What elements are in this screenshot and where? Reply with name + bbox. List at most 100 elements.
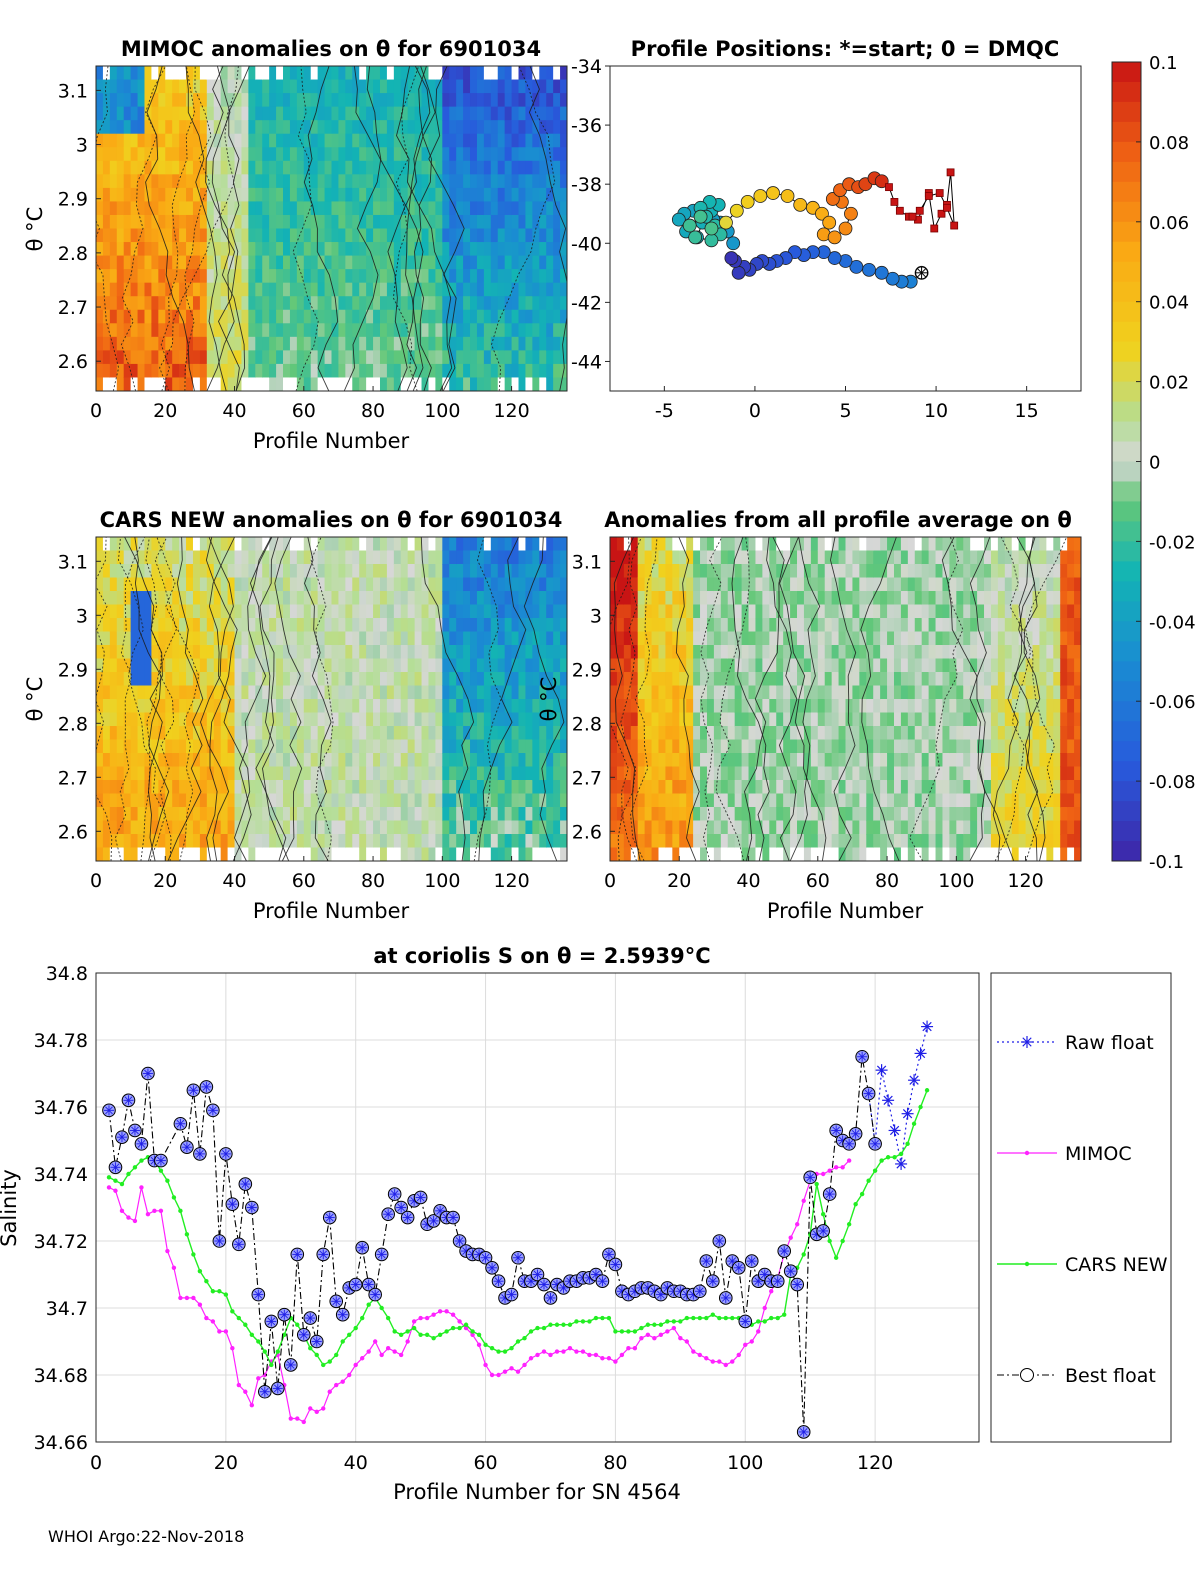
cars-heatmap-cell: [199, 699, 208, 714]
cars-heatmap-cell: [331, 753, 340, 768]
allavg-heatmap-cell: [616, 577, 625, 592]
allavg-heatmap-cell: [845, 591, 854, 606]
cars-heatmap-cell: [359, 645, 367, 660]
cars-heatmap-cell: [220, 807, 229, 822]
mimoc-heatmap-cell: [345, 296, 353, 311]
allavg-heatmap-cell: [783, 766, 791, 781]
cars-heatmap-cell: [511, 591, 520, 606]
allavg-heatmap-cell: [644, 726, 653, 741]
allavg-heatmap-cell: [880, 577, 888, 592]
allavg-heatmap-cell: [755, 631, 763, 646]
cars-heatmap-cell: [137, 591, 146, 606]
allavg-heatmap-cell: [741, 618, 750, 633]
allavg-heatmap-cell: [817, 564, 826, 579]
cars-heatmap-cell: [116, 672, 125, 687]
mimoc-heatmap-cell: [248, 242, 256, 257]
cars-heatmap-cell: [317, 807, 326, 822]
allavg-heatmap-cell: [956, 753, 964, 768]
allavg-heatmap-cell: [956, 672, 964, 687]
cars-heatmap-cell: [386, 766, 395, 781]
allavg-heatmap-cell: [852, 685, 860, 700]
allavg-heatmap-cell: [700, 685, 708, 700]
mimoc-heatmap-cell: [483, 147, 492, 162]
cars-heatmap-cell: [345, 807, 353, 822]
mimoc-heatmap-cell: [213, 66, 222, 81]
mimoc-heatmap-cell: [497, 309, 506, 324]
cars-heatmap-cell: [407, 793, 416, 808]
allavg-heatmap-cell: [700, 834, 708, 849]
allavg-heatmap-cell: [720, 604, 729, 619]
allavg-heatmap-cell: [845, 658, 854, 673]
cars-heatmap-cell: [421, 766, 430, 781]
allavg-heatmap-cell: [748, 658, 757, 673]
allavg-heatmap-cell: [970, 753, 978, 768]
mimoc-heatmap-cell: [130, 309, 139, 324]
mimoc-heatmap-cell: [546, 147, 554, 162]
allavg-heatmap-cell: [776, 672, 784, 687]
cars-heatmap-cell: [546, 780, 554, 795]
mimoc-heatmap-cell: [296, 214, 305, 230]
allavg-heatmap-cell: [810, 604, 819, 619]
mimoc-heatmap-cell: [400, 242, 409, 257]
cars-heatmap-cell: [359, 685, 367, 700]
mimoc-heatmap-cell: [310, 363, 319, 379]
allavg-heatmap-cell: [873, 766, 881, 781]
allavg-heatmap-cell: [610, 577, 618, 592]
mimoc-heatmap-cell: [130, 228, 139, 243]
cars-heatmap-cell: [421, 658, 430, 673]
cars-heatmap-cell: [407, 847, 416, 861]
cars-heatmap-cell: [317, 847, 326, 861]
allavg-heatmap-cell: [935, 685, 944, 700]
cars-heatmap-cell: [289, 577, 298, 592]
mimoc-contours: [96, 66, 567, 391]
mimoc-heatmap-cell: [511, 133, 520, 148]
allavg-heatmap-cell: [921, 672, 930, 687]
cars-heatmap-cell: [102, 618, 111, 633]
mimoc-heatmap-cell: [359, 187, 367, 203]
cars-heatmap-cell: [303, 793, 312, 808]
allavg-heatmap-cell: [672, 780, 680, 795]
cars-heatmap-cell: [123, 834, 132, 849]
cars-heatmap-cell: [435, 739, 443, 754]
allavg-heatmap-cell: [817, 604, 826, 619]
allavg-heatmap-cell: [665, 753, 673, 768]
mimoc-heatmap-cell: [317, 160, 326, 175]
allavg-heatmap-cell: [831, 672, 840, 687]
cars-heatmap-cell: [262, 739, 270, 754]
cars-heatmap-cell: [179, 753, 187, 768]
cars-heatmap-cell: [400, 658, 409, 673]
allavg-heatmap-cell: [776, 753, 784, 768]
mimoc-heatmap-cell: [324, 214, 333, 230]
mimoc-heatmap-cell: [338, 79, 346, 94]
allavg-heatmap-cell: [887, 739, 895, 754]
allavg-heatmap-cell: [873, 753, 881, 768]
allavg-heatmap-cell: [921, 645, 930, 660]
cars-heatmap-cell: [192, 645, 201, 660]
mimoc-heatmap-cell: [165, 214, 173, 230]
allavg-heatmap-cell: [893, 604, 902, 619]
allavg-heatmap-cell: [914, 618, 923, 633]
allavg-heatmap-cell: [1025, 807, 1034, 822]
cars-heatmap-cell: [497, 537, 506, 552]
cars-heatmap-cell: [248, 807, 256, 822]
mimoc-heatmap-cell: [192, 160, 201, 175]
cars-heatmap-cell: [456, 672, 464, 687]
mimoc-heatmap-cell: [206, 363, 215, 379]
cars-heatmap-cell: [123, 604, 132, 619]
cars-heatmap-cell: [248, 712, 256, 727]
allavg-heatmap-cell: [866, 685, 874, 700]
allavg-heatmap-cell: [748, 726, 757, 741]
cars-contour-line: [134, 537, 170, 861]
mimoc-heatmap-cell: [421, 242, 430, 257]
allavg-heatmap-cell: [1004, 820, 1013, 835]
cars-heatmap-cell: [428, 550, 436, 565]
cars-heatmap-cell: [102, 604, 111, 619]
mimoc-heatmap-cell: [186, 160, 194, 175]
mimoc-heatmap-cell: [560, 336, 567, 351]
mimoc-heatmap-cell: [116, 160, 125, 175]
cars-heatmap-cell: [248, 618, 256, 633]
mimoc-heatmap-cell: [179, 174, 187, 189]
cars-heatmap-cell: [96, 537, 104, 552]
cars-heatmap-cell: [483, 793, 492, 808]
mimoc-heatmap-cell: [463, 214, 471, 230]
